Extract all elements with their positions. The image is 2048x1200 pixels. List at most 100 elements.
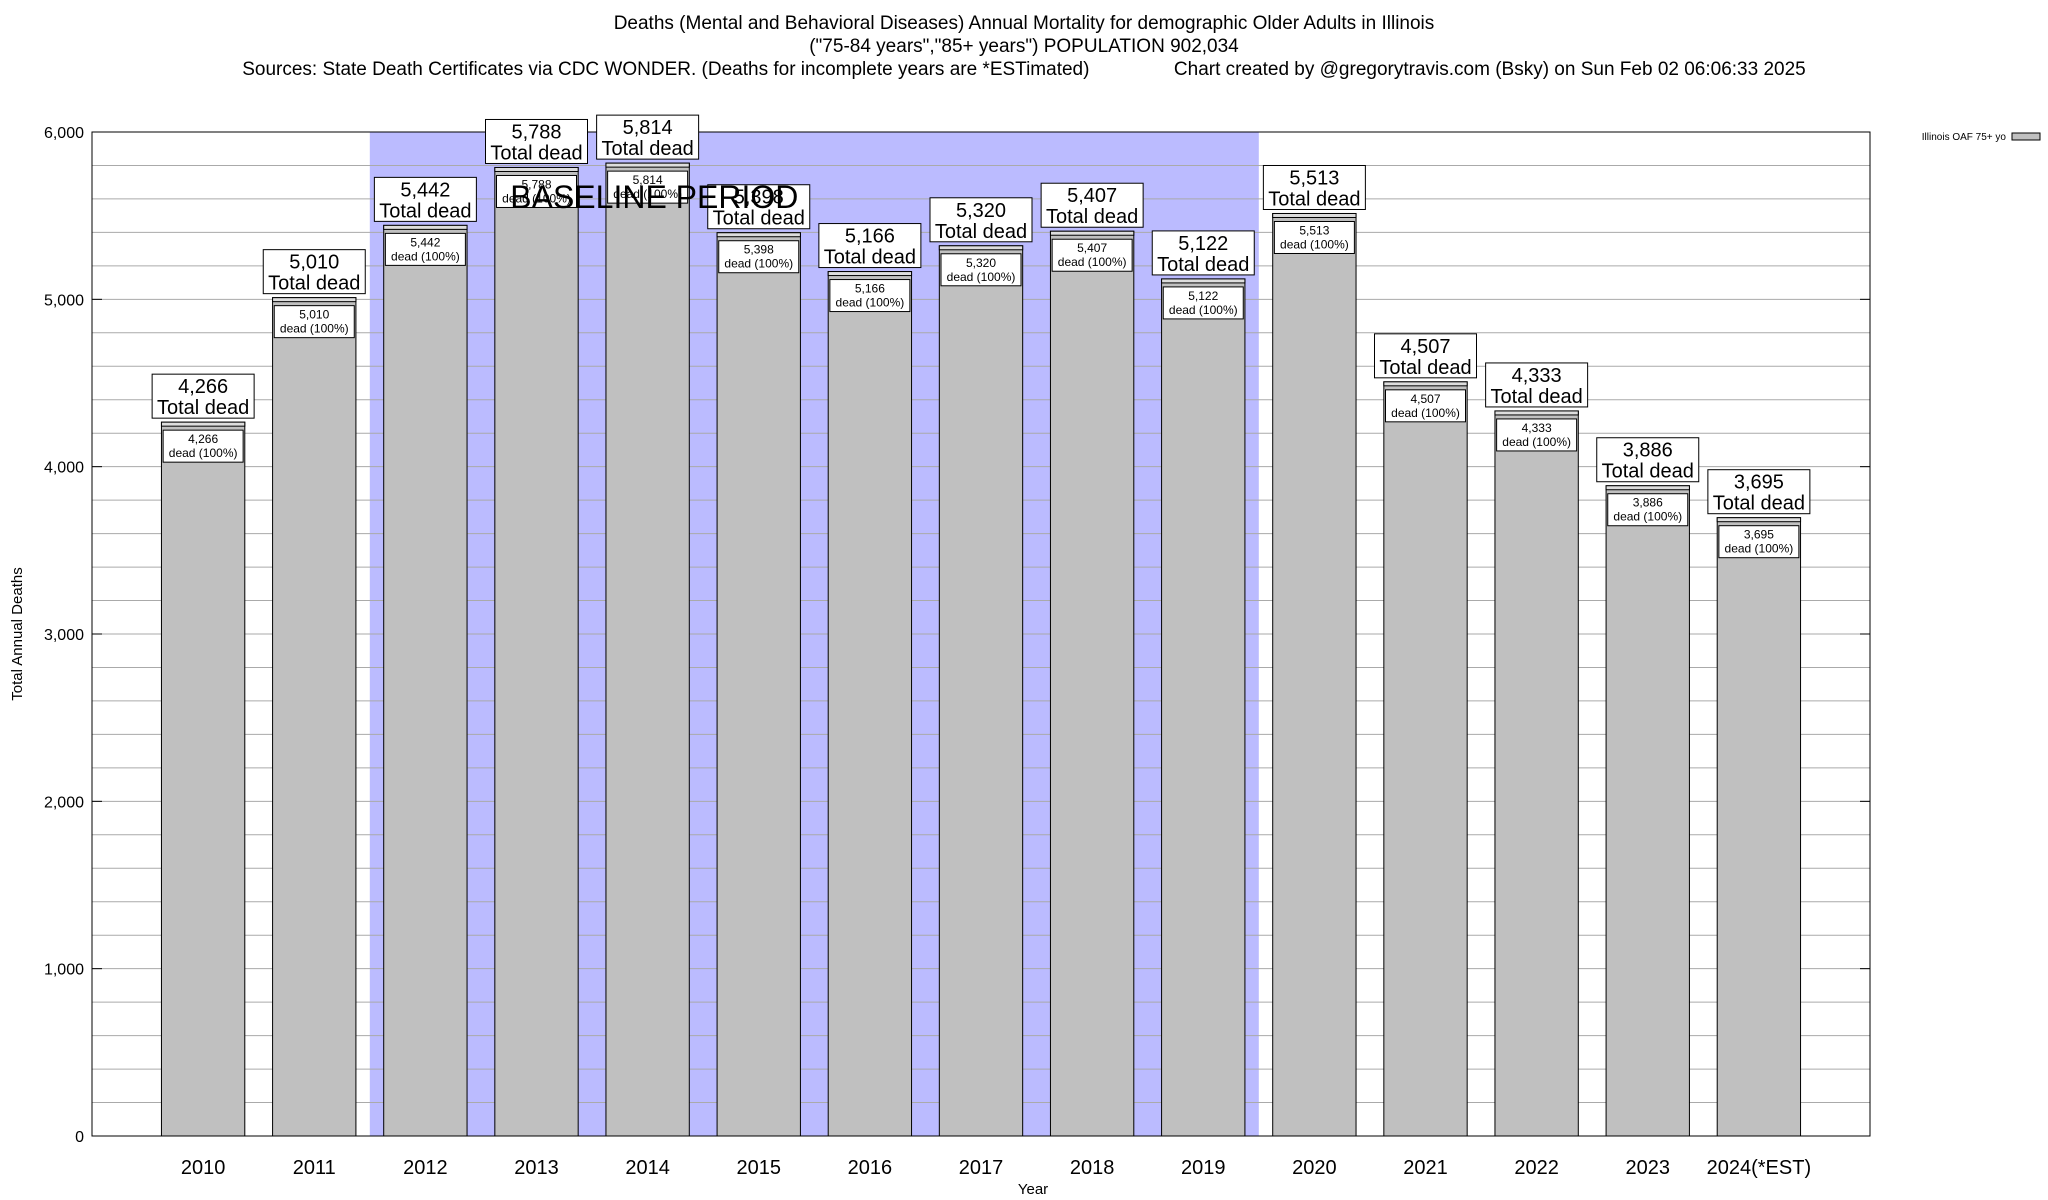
inner-label-box xyxy=(384,232,466,266)
total-suffix-label: Total dead xyxy=(1157,254,1249,276)
total-label-box xyxy=(596,114,700,160)
inner-suffix-label: dead (100%) xyxy=(1169,303,1238,317)
inner-value-label: 5,320 xyxy=(966,256,996,270)
bar-cap xyxy=(827,271,913,277)
x-tick-label: 2011 xyxy=(293,1157,336,1179)
inner-suffix-label: dead (100%) xyxy=(1391,406,1460,420)
inner-suffix-label: dead (100%) xyxy=(502,191,571,205)
inner-value-label: 4,333 xyxy=(1522,421,1552,435)
inner-label-box xyxy=(718,240,800,274)
bar xyxy=(1272,212,1357,1137)
x-tick-label: 2021 xyxy=(1403,1157,1448,1179)
inner-label-box xyxy=(1607,493,1689,527)
total-value-label: 3,695 xyxy=(1734,472,1784,494)
inner-label-box xyxy=(1496,418,1578,452)
inner-suffix-label: dead (100%) xyxy=(1058,255,1127,269)
legend-swatch xyxy=(2011,132,2041,141)
total-label-box xyxy=(1262,164,1366,210)
total-suffix-label: Total dead xyxy=(601,138,693,160)
chart-subtitle: ("75-84 years","85+ years") POPULATION 9… xyxy=(809,36,1239,57)
total-label-box xyxy=(1151,230,1255,276)
bar-cap xyxy=(272,297,357,303)
inner-value-label: 5,513 xyxy=(1299,223,1329,237)
inner-value-label: 5,407 xyxy=(1077,241,1107,255)
inner-label-box xyxy=(1162,286,1244,320)
total-label-box xyxy=(1707,469,1811,515)
bar-cap xyxy=(938,245,1024,251)
total-value-label: 5,122 xyxy=(1178,233,1228,255)
y-tick-label: 3,000 xyxy=(44,627,84,644)
chart-title-block: Deaths (Mental and Behavioral Diseases) … xyxy=(0,12,2048,81)
inner-suffix-label: dead (100%) xyxy=(1502,435,1571,449)
total-value-label: 5,442 xyxy=(400,179,450,201)
chart-source-line: Sources: State Death Certificates via CD… xyxy=(0,58,2048,81)
total-value-label: 5,513 xyxy=(1289,167,1339,189)
baseline-period-label: BASELINE PERIOD xyxy=(510,179,798,215)
bar-cap xyxy=(716,232,801,238)
bar xyxy=(827,271,913,1137)
inner-value-label: 5,814 xyxy=(633,173,663,187)
total-suffix-label: Total dead xyxy=(490,142,582,164)
y-axis-label: Total Annual Deaths xyxy=(9,567,26,700)
total-suffix-label: Total dead xyxy=(157,397,249,419)
total-label-box xyxy=(373,176,477,222)
total-value-label: 5,788 xyxy=(511,121,561,143)
total-label-box xyxy=(707,184,811,230)
y-tick-label: 4,000 xyxy=(44,460,84,477)
y-tick-label: 1,000 xyxy=(44,962,84,979)
x-tick-label: 2022 xyxy=(1514,1157,1559,1179)
inner-label-box xyxy=(162,429,244,463)
x-tick-label: 2013 xyxy=(514,1157,559,1179)
x-axis-label: Year xyxy=(1018,1181,1048,1198)
bar xyxy=(716,232,801,1137)
bar-cap xyxy=(160,421,246,427)
inner-suffix-label: dead (100%) xyxy=(613,187,682,201)
total-suffix-label: Total dead xyxy=(935,221,1027,243)
y-tick-label: 2,000 xyxy=(44,794,84,811)
inner-value-label: 4,266 xyxy=(188,432,218,446)
inner-value-label: 5,442 xyxy=(410,235,440,249)
total-label-box xyxy=(1485,362,1589,408)
bar xyxy=(938,245,1024,1137)
bar xyxy=(1049,230,1135,1137)
x-tick-label: 2019 xyxy=(1181,1157,1226,1179)
x-tick-label: 2023 xyxy=(1626,1157,1671,1179)
x-tick-label: 2014 xyxy=(625,1157,670,1179)
total-label-box xyxy=(929,197,1033,243)
chart-sources: Sources: State Death Certificates via CD… xyxy=(242,59,1090,80)
inner-value-label: 5,010 xyxy=(299,308,329,322)
total-value-label: 3,886 xyxy=(1623,440,1673,462)
total-label-box xyxy=(485,118,588,164)
total-value-label: 5,010 xyxy=(289,252,339,274)
bar xyxy=(1383,381,1468,1137)
total-value-label: 5,407 xyxy=(1067,185,1117,207)
bar-cap xyxy=(1494,410,1579,416)
inner-suffix-label: dead (100%) xyxy=(280,322,349,336)
total-value-label: 4,333 xyxy=(1512,365,1562,387)
inner-suffix-label: dead (100%) xyxy=(391,249,460,263)
inner-label-box xyxy=(496,174,577,208)
inner-label-box xyxy=(607,170,689,204)
total-suffix-label: Total dead xyxy=(1379,357,1471,379)
bar xyxy=(494,166,579,1137)
total-value-label: 5,166 xyxy=(845,226,895,248)
inner-suffix-label: dead (100%) xyxy=(724,257,793,271)
x-tick-label: 2020 xyxy=(1292,1157,1337,1179)
total-value-label: 5,320 xyxy=(956,200,1006,222)
total-suffix-label: Total dead xyxy=(824,247,916,269)
total-suffix-label: Total dead xyxy=(1602,461,1694,483)
total-label-box xyxy=(818,223,922,269)
inner-label-box xyxy=(940,253,1022,287)
bar-cap xyxy=(1383,381,1468,387)
inner-suffix-label: dead (100%) xyxy=(947,270,1016,284)
x-tick-label: 2024(*EST) xyxy=(1707,1157,1812,1179)
chart-title: Deaths (Mental and Behavioral Diseases) … xyxy=(613,13,1435,34)
inner-suffix-label: dead (100%) xyxy=(1613,510,1682,524)
total-label-box xyxy=(262,249,366,295)
x-tick-label: 2012 xyxy=(403,1157,448,1179)
total-label-box xyxy=(1040,182,1144,228)
inner-value-label: 5,166 xyxy=(855,282,885,296)
total-suffix-label: Total dead xyxy=(1713,493,1805,515)
bar xyxy=(383,224,468,1137)
